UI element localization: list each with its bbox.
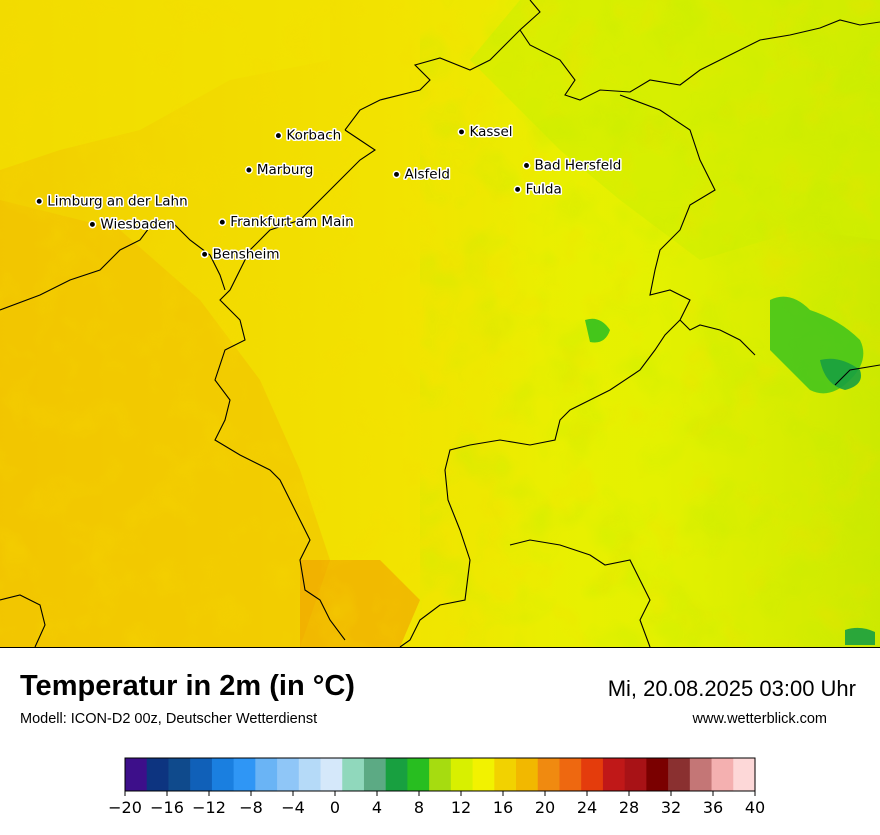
- city-fulda: Fulda: [513, 180, 563, 199]
- legend-swatch: [342, 758, 365, 791]
- legend-swatch: [255, 758, 278, 791]
- legend-swatch: [146, 758, 170, 791]
- temperature-field: [0, 0, 880, 647]
- east-border: [834, 364, 880, 386]
- legend-frame: [124, 757, 756, 792]
- city-label: Bad Hersfeld: [535, 158, 622, 174]
- legend-tick-label: 12: [451, 798, 471, 817]
- legend-swatch: [668, 758, 691, 791]
- legend-swatch: [472, 758, 495, 791]
- legend-swatch: [624, 758, 647, 791]
- city-marker: [35, 197, 44, 206]
- legend-swatch: [537, 758, 561, 791]
- legend-swatch: [581, 758, 604, 791]
- legend-swatch: [733, 758, 756, 791]
- city-marker: [218, 218, 227, 227]
- legend-swatch: [646, 758, 669, 791]
- city-marker: [392, 170, 401, 179]
- legend-swatch: [168, 758, 191, 791]
- city-alsfeld: Alsfeld: [392, 165, 451, 184]
- legend-swatch: [211, 758, 235, 791]
- city-bensheim: Bensheim: [200, 245, 281, 264]
- legend-swatch: [516, 758, 539, 791]
- legend-tick-label: 28: [619, 798, 639, 817]
- color-legend: −20 −16 −12 −8 −4 0 4 8 12 16 20 24 28 32 36 40: [0, 750, 880, 830]
- cities: Kassel Korbach Bad Hersfeld Marburg Alsfeld F…: [35, 122, 623, 264]
- legend-swatch: [602, 758, 626, 791]
- legend-swatch: [711, 758, 734, 791]
- legend-swatch: [429, 758, 452, 791]
- legend-ticks: −20 −16 −12 −8 −4 0 4 8 12 16 20 24 28 32 36 40: [108, 791, 765, 817]
- hesse-border: [0, 0, 880, 647]
- legend-swatch: [125, 758, 148, 791]
- city-kassel: Kassel: [457, 122, 514, 141]
- forecast-datetime: Mi, 20.08.2025 03:00 Uhr: [607, 676, 856, 701]
- legend-tick-label: −12: [192, 798, 226, 817]
- legend-tick-label: 16: [493, 798, 513, 817]
- city-label: Marburg: [257, 162, 313, 178]
- legend-tick-label: 32: [661, 798, 681, 817]
- legend-swatch: [450, 758, 474, 791]
- temperature-map: Kassel Korbach Bad Hersfeld Marburg Alsfeld F…: [0, 0, 880, 648]
- rlp-border: [0, 594, 46, 647]
- legend-swatch: [559, 758, 582, 791]
- city-marker: [244, 166, 253, 174]
- legend-swatch: [298, 758, 322, 791]
- legend-tick-label: 0: [330, 798, 340, 817]
- legend-swatch: [494, 758, 517, 791]
- city-korbach: Korbach: [274, 126, 343, 145]
- city-marker: [457, 127, 466, 136]
- bavaria-border: [509, 539, 651, 647]
- city-label: Bensheim: [213, 246, 280, 262]
- legend-swatch: [689, 758, 713, 791]
- legend-tick-label: 20: [535, 798, 555, 817]
- city-marker: [200, 250, 209, 259]
- legend-tick-label: −4: [281, 798, 305, 817]
- borders: [0, 0, 880, 647]
- legend-tick-label: −8: [239, 798, 263, 817]
- legend-bar: [124, 757, 756, 792]
- city-marker: [513, 185, 522, 194]
- legend-tick-label: 24: [577, 798, 597, 817]
- legend-swatch: [277, 758, 300, 791]
- legend-swatch: [190, 758, 213, 791]
- city-marker: [522, 161, 531, 170]
- city-label: Kassel: [470, 124, 513, 140]
- city-marburg: Marburg: [244, 161, 315, 180]
- city-label: Frankfurt am Main: [230, 214, 353, 230]
- model-subtitle: Modell: ICON-D2 00z, Deutscher Wetterdie…: [20, 711, 318, 727]
- city-marker: [88, 220, 97, 229]
- city-label: Wiesbaden: [100, 216, 174, 232]
- legend-tick-label: 36: [703, 798, 723, 817]
- city-wiesbaden: Wiesbaden: [88, 215, 176, 234]
- legend-swatch: [363, 758, 387, 791]
- legend-tick-label: −16: [150, 798, 184, 817]
- city-label: Limburg an der Lahn: [47, 193, 187, 209]
- legend-swatch: [385, 758, 409, 791]
- city-label: Fulda: [526, 181, 562, 197]
- city-marker: [274, 131, 283, 140]
- legend-swatch: [233, 758, 256, 791]
- map-title: Temperatur in 2m (in °C): [20, 670, 355, 702]
- legend-swatch: [407, 758, 430, 791]
- legend-tick-label: 4: [372, 798, 382, 817]
- legend-tick-label: −20: [108, 798, 142, 817]
- website-link[interactable]: www.wetterblick.com: [692, 711, 827, 727]
- city-label: Korbach: [286, 128, 341, 144]
- city-label: Alsfeld: [405, 166, 450, 182]
- city-frankfurt-am-main: Frankfurt am Main: [218, 213, 355, 232]
- legend-tick-label: 40: [745, 798, 765, 817]
- legend-swatch: [320, 758, 343, 791]
- city-bad-hersfeld: Bad Hersfeld: [522, 156, 623, 175]
- legend-tick-label: 8: [414, 798, 424, 817]
- city-limburg-an-der-lahn: Limburg an der Lahn: [35, 192, 189, 211]
